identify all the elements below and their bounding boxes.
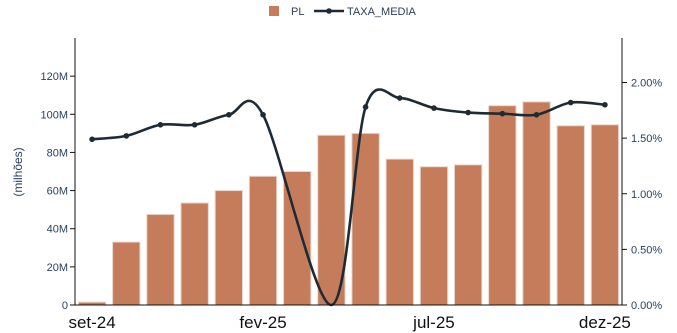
- right-axis-tick-label: 0.00%: [631, 300, 662, 312]
- bar: [556, 125, 585, 306]
- bar: [112, 241, 141, 306]
- bar-series-pl: [77, 101, 620, 306]
- x-axis-tick-label: fev-25: [239, 313, 286, 332]
- line-series-taxa-media: [89, 88, 608, 307]
- bar: [453, 164, 483, 306]
- left-axis-tick-label: 60M: [47, 186, 68, 198]
- line-point: [191, 121, 198, 128]
- legend-item-pl[interactable]: PL: [269, 6, 304, 18]
- line-point: [533, 111, 540, 118]
- line-point: [89, 136, 95, 143]
- x-axis-tick-label: set-24: [68, 313, 115, 332]
- line-point: [396, 95, 403, 101]
- right-axis-tick-label: 1.00%: [631, 189, 662, 201]
- line-path: [91, 88, 606, 307]
- line-point: [431, 105, 437, 111]
- legend-item-taxa-media[interactable]: TAXA_MEDIA: [314, 6, 417, 18]
- line-point: [157, 121, 164, 128]
- y-axis-title: (milhões): [11, 147, 25, 196]
- line-point: [602, 101, 608, 108]
- right-axis-tick-label: 2.00%: [631, 78, 662, 90]
- legend-marker-taxa-media: [326, 8, 332, 14]
- legend-label-pl: PL: [291, 6, 304, 18]
- bar: [146, 213, 175, 306]
- bar: [214, 190, 244, 306]
- bar: [248, 175, 278, 306]
- left-axis-tick-label: 100M: [40, 109, 68, 121]
- bar: [385, 158, 414, 306]
- line-point: [226, 111, 232, 118]
- x-axis: set-24 fev-25 jul-25 dez-25: [68, 304, 631, 332]
- bar: [317, 134, 346, 306]
- left-axis-tick-label: 120M: [40, 71, 68, 83]
- bar: [488, 105, 517, 306]
- y-axis-label: (milhões): [11, 147, 25, 196]
- line-point: [499, 110, 506, 117]
- left-axis-tick-label: 0: [62, 300, 68, 312]
- right-axis: 0.00% 0.50% 1.00% 1.50% 2.00%: [621, 38, 662, 312]
- line-point: [362, 104, 369, 110]
- right-axis-tick-label: 1.50%: [631, 133, 662, 145]
- left-axis-tick-label: 20M: [47, 262, 68, 274]
- x-axis-tick-label: dez-25: [579, 313, 631, 332]
- legend: PL TAXA_MEDIA: [269, 6, 417, 18]
- left-axis-tick-label: 80M: [47, 147, 68, 159]
- x-axis-tick-label: jul-25: [412, 313, 455, 332]
- bar: [180, 202, 209, 306]
- right-axis-tick-label: 0.50%: [631, 244, 662, 256]
- legend-label-taxa-media: TAXA_MEDIA: [347, 6, 417, 18]
- left-axis: 0 20M 40M 60M 80M 100M 120M: [40, 38, 76, 312]
- legend-swatch-pl: [269, 6, 279, 16]
- line-point: [123, 133, 130, 139]
- bar: [522, 101, 551, 306]
- line-point: [465, 109, 471, 116]
- bar: [419, 166, 449, 306]
- line-point: [567, 99, 574, 106]
- line-point: [260, 111, 266, 118]
- bar: [590, 124, 620, 306]
- left-axis-tick-label: 40M: [47, 224, 68, 236]
